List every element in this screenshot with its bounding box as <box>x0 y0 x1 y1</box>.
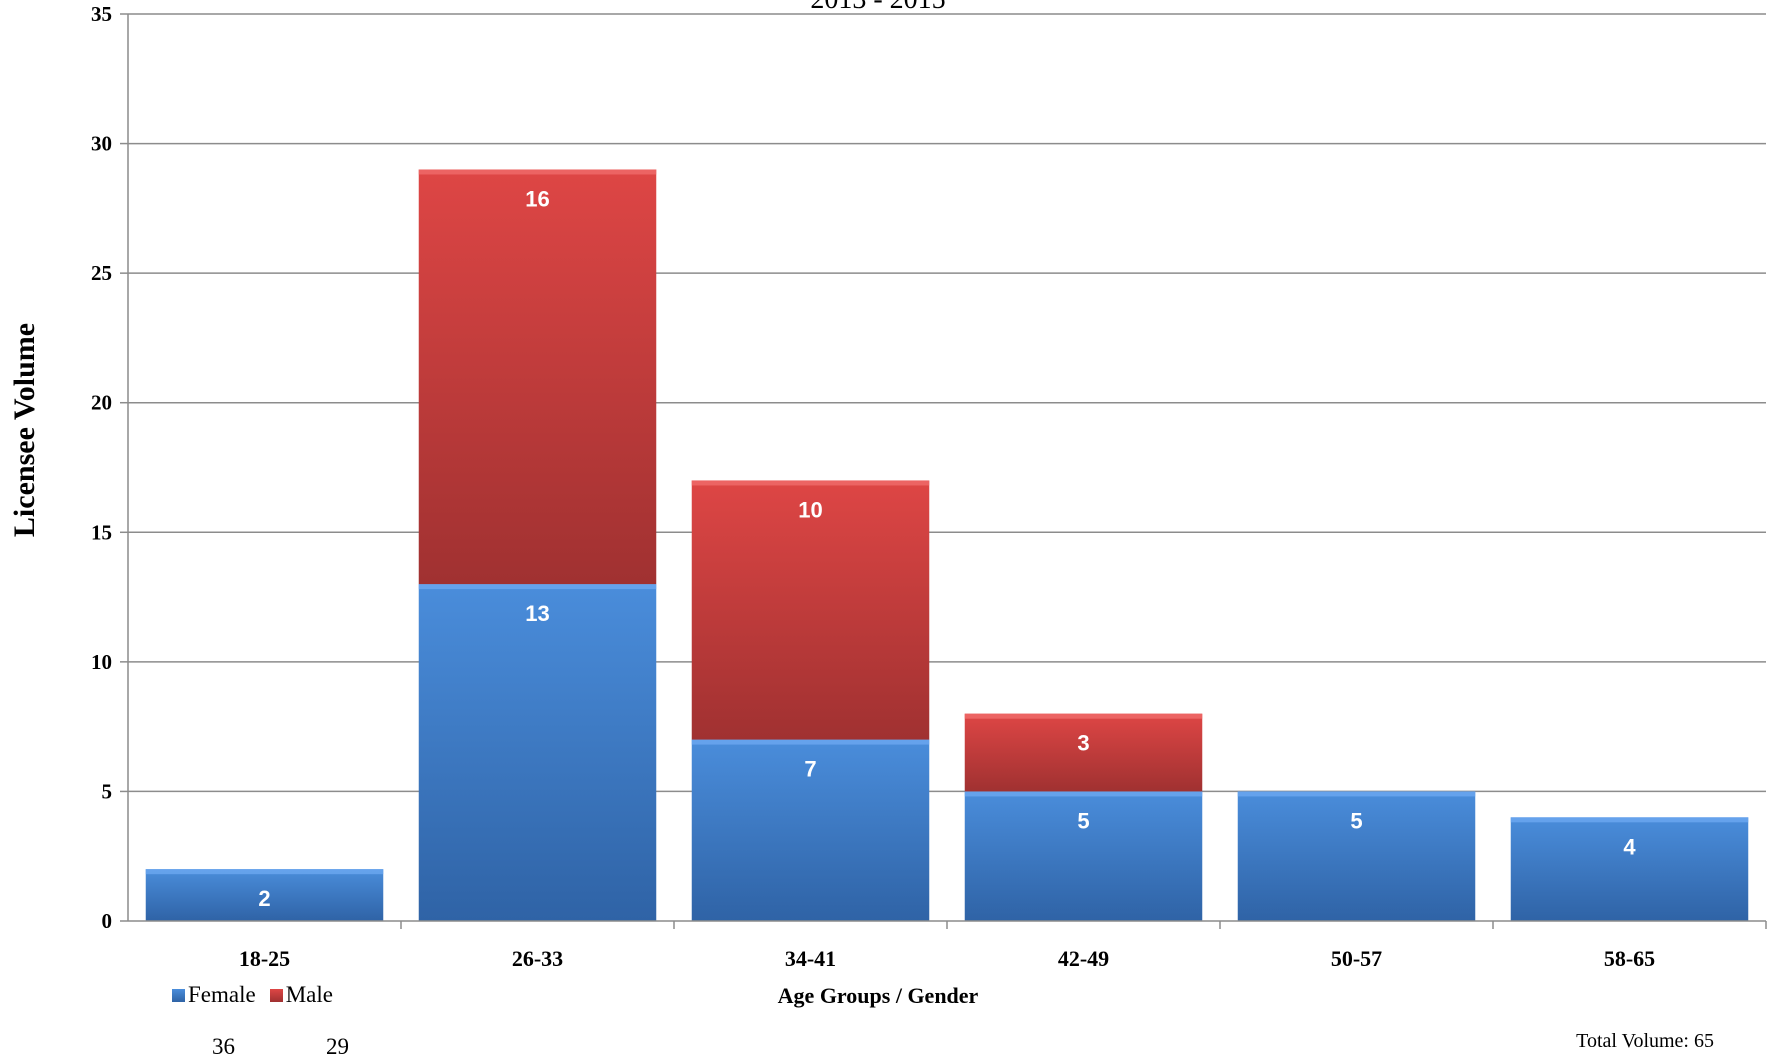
data-label: 3 <box>1077 731 1089 756</box>
bar-female-34-41 <box>691 739 930 921</box>
data-label: 7 <box>804 757 816 782</box>
y-tick-label: 0 <box>102 909 113 933</box>
total-volume: Total Volume: 65 <box>1576 1030 1714 1052</box>
bar-female-18-25 <box>145 869 384 921</box>
bar-male-26-33 <box>418 169 657 585</box>
legend-swatch-female <box>172 988 185 1002</box>
data-label: 4 <box>1623 834 1636 859</box>
bar-male-42-49 <box>964 713 1203 792</box>
y-tick-label: 5 <box>102 779 113 803</box>
y-tick-label: 25 <box>91 261 112 285</box>
legend-swatch-male <box>269 988 283 1002</box>
bar-top-highlight <box>145 869 384 875</box>
legend-label-male: Male <box>285 982 333 1007</box>
x-tick-label: 26-33 <box>512 946 563 971</box>
y-tick-label: 35 <box>91 2 112 26</box>
y-tick-label: 30 <box>91 132 112 156</box>
y-tick-label: 15 <box>91 520 112 544</box>
data-label: 16 <box>525 186 549 211</box>
bar-female-58-65 <box>1510 817 1749 921</box>
y-axis-label: Licensee Volume <box>8 323 41 537</box>
legend-item-male: Male <box>269 982 333 1008</box>
bar-top-highlight <box>691 480 930 486</box>
x-axis-label: Age Groups / Gender <box>778 983 979 1008</box>
bar-female-26-33 <box>418 584 657 921</box>
data-label: 5 <box>1077 808 1089 833</box>
legend: Female Male <box>172 982 333 1008</box>
x-tick-label: 34-41 <box>785 946 836 971</box>
x-tick-label: 18-25 <box>239 946 290 971</box>
bar-top-highlight <box>1237 791 1476 797</box>
bar-top-highlight <box>1510 817 1749 823</box>
female-total: 36 <box>212 1034 235 1059</box>
legend-item-female: Female <box>172 982 256 1008</box>
legend-label-female: Female <box>188 982 256 1007</box>
x-tick-label: 50-57 <box>1331 946 1382 971</box>
gridlines <box>128 13 1766 793</box>
bar-female-42-49 <box>964 791 1203 921</box>
bar-top-highlight <box>691 739 930 745</box>
data-label: 5 <box>1350 808 1362 833</box>
y-tick-label: 10 <box>91 650 112 674</box>
data-label: 10 <box>798 497 822 522</box>
y-tick-label: 20 <box>91 391 112 415</box>
male-total: 29 <box>326 1034 349 1059</box>
bar-female-50-57 <box>1237 791 1476 921</box>
x-tick-label: 42-49 <box>1058 946 1109 971</box>
bar-male-34-41 <box>691 480 930 740</box>
data-label: 2 <box>258 886 270 911</box>
bar-top-highlight <box>964 713 1203 719</box>
data-label: 13 <box>525 601 549 626</box>
bar-top-highlight <box>964 791 1203 797</box>
x-tick-label: 58-65 <box>1604 946 1655 971</box>
bar-top-highlight <box>418 169 657 175</box>
bars: 2 13 16 7 10 5 3 5 4 <box>145 169 1749 921</box>
chart-title: 2013 - 2015 <box>810 0 945 15</box>
bar-top-highlight <box>418 584 657 590</box>
